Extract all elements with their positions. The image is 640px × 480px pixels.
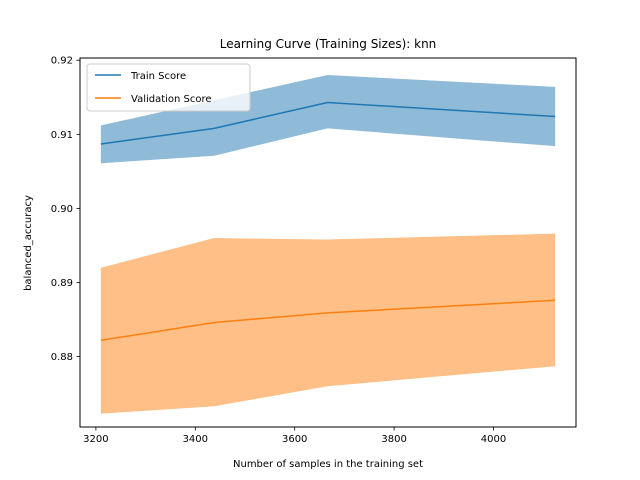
- plot-frame: [79, 57, 577, 428]
- y-tick-label: 0.92: [51, 56, 73, 67]
- line-train: [100, 101, 556, 145]
- x-tick-label: 3600: [282, 434, 307, 445]
- band-validation: [100, 233, 556, 414]
- y-tick-label: 0.88: [51, 352, 73, 363]
- x-tick-label: 3800: [381, 434, 406, 445]
- legend-label-train: Train Score: [130, 71, 186, 82]
- y-axis-label: balanced_accuracy: [23, 195, 34, 291]
- x-tick-label: 4000: [481, 434, 506, 445]
- legend-box: [86, 63, 251, 112]
- y-tick-label: 0.91: [51, 130, 73, 141]
- y-tick-label: 0.89: [51, 278, 73, 289]
- x-axis-ticks: 3200 3400 3600 3800 4000: [83, 427, 506, 445]
- confidence-bands: [100, 75, 556, 414]
- y-tick-label: 0.90: [51, 204, 73, 215]
- series-lines: [100, 101, 556, 342]
- legend: Train Score Validation Score: [86, 63, 251, 112]
- y-axis-ticks: 0.88 0.89 0.90 0.91 0.92: [51, 56, 80, 363]
- legend-label-validation: Validation Score: [131, 94, 212, 105]
- x-axis-label: Number of samples in the training set: [233, 459, 423, 470]
- band-train: [100, 75, 556, 164]
- x-tick-label: 3200: [83, 434, 108, 445]
- chart-title: Learning Curve (Training Sizes): knn: [220, 37, 437, 51]
- line-validation: [100, 299, 556, 342]
- x-tick-label: 3400: [183, 434, 208, 445]
